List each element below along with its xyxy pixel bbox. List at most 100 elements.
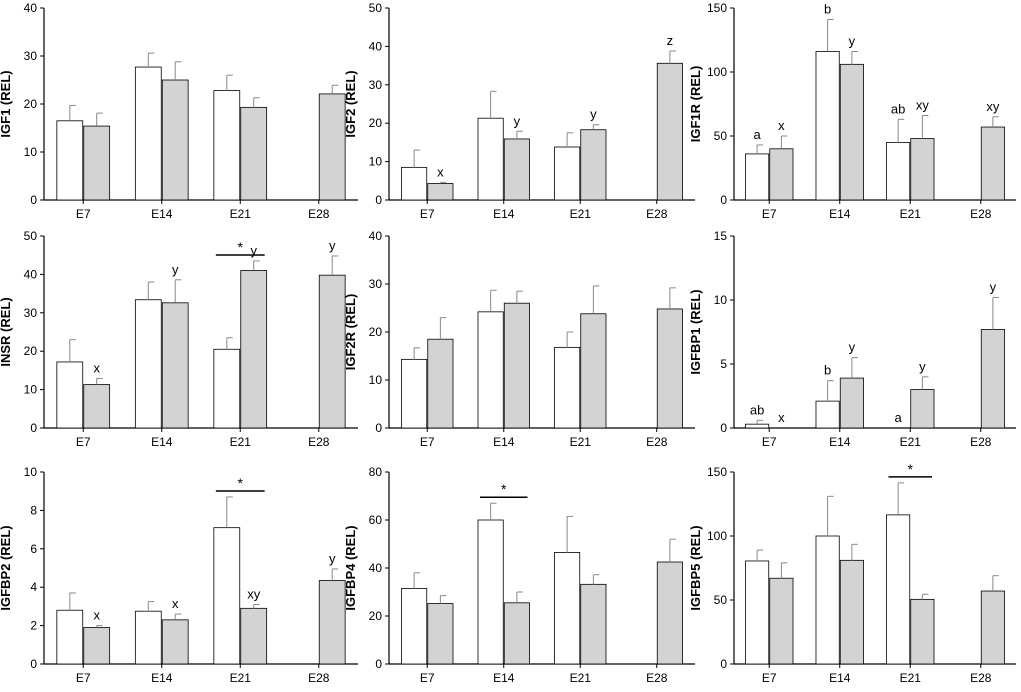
bar-control-E7 (401, 588, 428, 665)
y-tick-label: 20 (24, 344, 38, 358)
bar-control-E7 (745, 153, 770, 201)
bar-control-E14 (477, 117, 504, 201)
y-tick-label: 10 (714, 293, 728, 307)
bar-treatment-E7 (769, 148, 794, 201)
significance-letter: a (895, 410, 903, 425)
bar-treatment-E21 (910, 389, 935, 429)
bar-control-E21 (554, 146, 581, 201)
x-tick-label: E21 (900, 207, 922, 221)
significance-letter: y (329, 238, 336, 253)
x-tick-label: E14 (829, 671, 851, 685)
bar-control-E21 (554, 552, 581, 665)
x-tick-label: E7 (762, 435, 777, 449)
y-tick-label: 20 (369, 325, 383, 339)
y-tick-label: 15 (714, 229, 728, 243)
bar-treatment-E7 (427, 183, 454, 201)
x-tick-label: E14 (151, 435, 173, 449)
x-tick-label: E21 (570, 207, 592, 221)
y-axis-title: IGFBP4 (REL) (343, 525, 358, 610)
panel-6: 0 2 4 6 8 10 IGFBP2 (REL) E7 E14 E21 E28 x x xy y * (0, 465, 358, 685)
y-tick-label: 40 (369, 561, 383, 575)
bar-control-E7 (401, 358, 428, 429)
panel-3: 0 10 20 30 40 50 INSR (REL) E7 E14 E21 E28 x y y y * (0, 229, 358, 449)
bar-control-E14 (815, 535, 840, 665)
bar-control-E14 (134, 299, 162, 429)
bar-treatment-E28 (980, 590, 1005, 665)
x-tick-label: E7 (420, 435, 435, 449)
x-tick-label: E14 (151, 671, 173, 685)
y-tick-label: 0 (720, 657, 727, 671)
bar-treatment-E28 (318, 580, 346, 665)
y-tick-label: 40 (24, 1, 38, 15)
bar-treatment-E21 (910, 138, 935, 201)
significance-letter: x (778, 410, 785, 425)
bar-control-E7 (401, 166, 428, 201)
y-tick-label: 2 (30, 619, 37, 633)
significance-star: * (501, 481, 507, 497)
significance-letter: y (849, 340, 856, 355)
significance-letter: x (437, 164, 444, 179)
y-tick-label: 0 (375, 657, 382, 671)
y-axis-title: IGF2 (REL) (343, 70, 358, 137)
significance-letter: ab (750, 402, 764, 417)
bar-treatment-E14 (161, 302, 189, 429)
x-tick-label: E28 (308, 207, 330, 221)
bar-treatment-E7 (83, 384, 111, 429)
bar-control-E14 (815, 51, 840, 201)
y-tick-label: 40 (369, 229, 383, 243)
y-tick-label: 20 (369, 116, 383, 130)
significance-star: * (238, 475, 244, 491)
x-tick-label: E7 (762, 207, 777, 221)
y-tick-label: 8 (30, 503, 37, 517)
y-tick-label: 10 (369, 155, 383, 169)
bar-treatment-E7 (83, 627, 111, 665)
significance-letter: y (514, 113, 521, 128)
x-tick-label: E21 (900, 671, 922, 685)
significance-letter: x (778, 118, 785, 133)
x-tick-label: E28 (308, 435, 330, 449)
bar-treatment-E14 (503, 302, 530, 429)
bar-treatment-E21 (580, 583, 607, 665)
bar-treatment-E14 (839, 377, 864, 429)
y-axis-title: IGFBP1 (REL) (688, 289, 703, 374)
significance-letter: y (590, 107, 597, 122)
x-tick-label: E14 (493, 435, 515, 449)
bar-control-E21 (554, 346, 581, 429)
y-axis-title: IGF2R (REL) (343, 294, 358, 371)
bar-treatment-E7 (769, 577, 794, 665)
x-tick-label: E21 (570, 435, 592, 449)
bar-treatment-E21 (240, 106, 268, 201)
y-tick-label: 100 (707, 529, 727, 543)
x-tick-label: E28 (970, 207, 992, 221)
panel-7: 0 20 40 60 80 IGFBP4 (REL) E7 E14 E21 E28 * (343, 465, 695, 685)
y-tick-label: 10 (24, 465, 38, 479)
significance-letter: xy (247, 586, 261, 601)
bar-control-E14 (477, 311, 504, 429)
bar-treatment-E14 (503, 602, 530, 665)
y-tick-label: 0 (375, 193, 382, 207)
significance-letter: y (250, 243, 257, 258)
significance-letter: a (754, 127, 762, 142)
x-tick-label: E21 (900, 435, 922, 449)
x-tick-label: E28 (308, 671, 330, 685)
significance-star: * (238, 239, 244, 255)
y-tick-label: 150 (707, 465, 727, 479)
bar-treatment-E14 (161, 79, 189, 201)
bar-treatment-E28 (656, 308, 683, 429)
bar-treatment-E21 (240, 270, 268, 429)
significance-letter: y (919, 359, 926, 374)
x-tick-label: E21 (230, 207, 252, 221)
bar-treatment-E28 (318, 93, 346, 201)
x-tick-label: E28 (646, 671, 668, 685)
x-tick-label: E21 (230, 435, 252, 449)
y-tick-label: 50 (714, 129, 728, 143)
y-tick-label: 60 (369, 513, 383, 527)
x-tick-label: E21 (230, 671, 252, 685)
y-tick-label: 50 (369, 1, 383, 15)
y-tick-label: 40 (24, 267, 38, 281)
significance-letter: xy (916, 98, 930, 113)
y-tick-label: 50 (24, 229, 38, 243)
bar-control-E21 (213, 348, 241, 429)
